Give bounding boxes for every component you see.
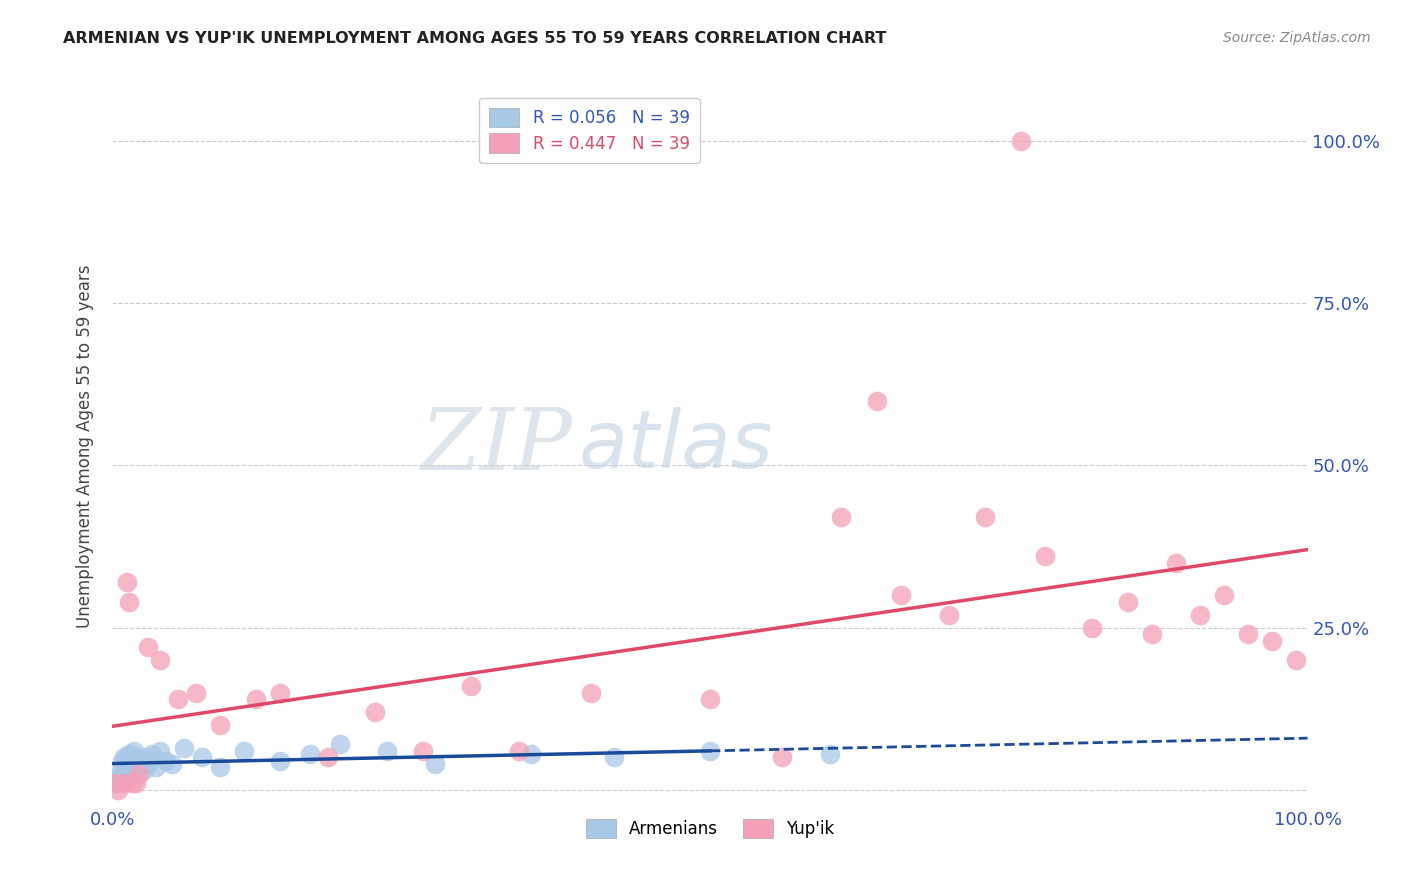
Point: [508, 744, 530, 758]
Point: [125, 750, 148, 764]
Point: [520, 747, 543, 761]
Point: [890, 588, 912, 602]
Point: [149, 653, 172, 667]
Point: [1261, 633, 1284, 648]
Point: [818, 747, 841, 761]
Point: [121, 764, 143, 778]
Legend: Armenians, Yup'ik: Armenians, Yup'ik: [579, 812, 841, 845]
Point: [129, 754, 152, 768]
Point: [124, 760, 146, 774]
Point: [112, 766, 135, 780]
Point: [138, 640, 160, 654]
Point: [186, 685, 208, 699]
Point: [866, 393, 889, 408]
Point: [125, 776, 148, 790]
Point: [377, 744, 399, 758]
Point: [329, 738, 352, 752]
Point: [269, 685, 291, 699]
Point: [1237, 627, 1260, 641]
Point: [128, 766, 150, 780]
Point: [938, 607, 960, 622]
Point: [269, 754, 291, 768]
Point: [132, 764, 155, 778]
Point: [155, 754, 177, 768]
Point: [107, 782, 129, 797]
Point: [114, 756, 136, 771]
Point: [209, 718, 232, 732]
Point: [1189, 607, 1212, 622]
Point: [603, 750, 626, 764]
Point: [460, 679, 482, 693]
Point: [1213, 588, 1236, 602]
Text: atlas: atlas: [579, 407, 773, 485]
Point: [191, 750, 214, 764]
Point: [1010, 134, 1032, 148]
Point: [425, 756, 447, 771]
Point: [364, 705, 387, 719]
Point: [114, 776, 135, 790]
Point: [128, 760, 150, 774]
Text: Source: ZipAtlas.com: Source: ZipAtlas.com: [1223, 31, 1371, 45]
Point: [107, 770, 129, 784]
Point: [699, 744, 721, 758]
Point: [770, 750, 793, 764]
Point: [105, 776, 128, 790]
Point: [1142, 627, 1164, 641]
Point: [209, 760, 232, 774]
Point: [115, 760, 138, 774]
Point: [412, 744, 434, 758]
Point: [105, 776, 128, 790]
Point: [162, 756, 183, 771]
Point: [579, 685, 602, 699]
Point: [149, 744, 172, 758]
Point: [1033, 549, 1056, 564]
Y-axis label: Unemployment Among Ages 55 to 59 years: Unemployment Among Ages 55 to 59 years: [76, 264, 94, 628]
Point: [699, 692, 721, 706]
Text: ARMENIAN VS YUP'IK UNEMPLOYMENT AMONG AGES 55 TO 59 YEARS CORRELATION CHART: ARMENIAN VS YUP'IK UNEMPLOYMENT AMONG AG…: [63, 31, 887, 46]
Point: [115, 575, 138, 590]
Point: [111, 754, 134, 768]
Point: [167, 692, 190, 706]
Point: [1081, 621, 1104, 635]
Point: [831, 510, 853, 524]
Point: [135, 750, 157, 764]
Point: [1118, 595, 1140, 609]
Point: [245, 692, 267, 706]
Point: [120, 754, 142, 768]
Point: [974, 510, 997, 524]
Point: [173, 740, 195, 755]
Point: [316, 750, 339, 764]
Point: [122, 744, 145, 758]
Text: ZIP: ZIP: [420, 405, 572, 487]
Point: [114, 750, 135, 764]
Point: [141, 747, 163, 761]
Point: [118, 595, 141, 609]
Point: [110, 764, 132, 778]
Point: [233, 744, 256, 758]
Point: [1166, 556, 1188, 570]
Point: [298, 747, 321, 761]
Point: [145, 760, 167, 774]
Point: [1285, 653, 1308, 667]
Point: [121, 776, 143, 790]
Point: [117, 770, 139, 784]
Point: [121, 756, 143, 771]
Point: [138, 756, 160, 771]
Point: [118, 747, 141, 761]
